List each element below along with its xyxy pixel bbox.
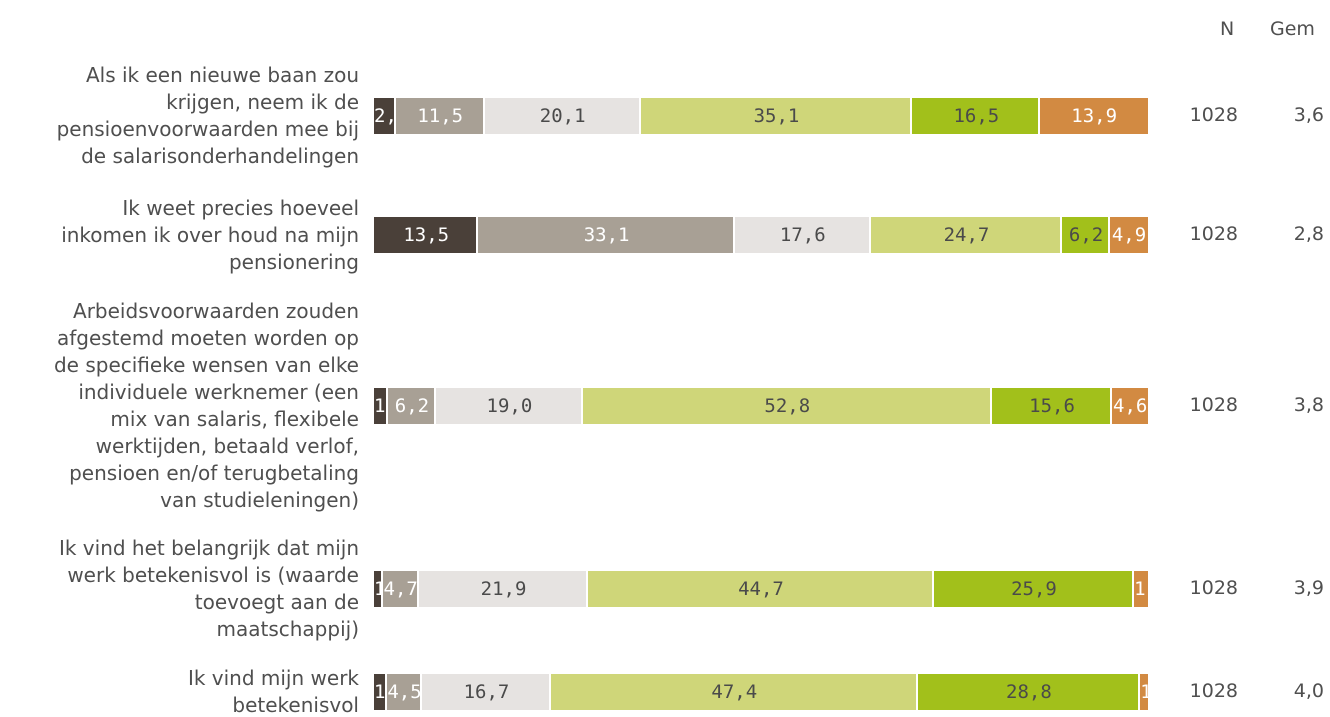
n-value: 1028	[1189, 680, 1238, 702]
row-label: Ik vind het belangrijk dat mijn werk bet…	[58, 536, 359, 641]
bar-segment	[382, 571, 419, 607]
segment-value-label: 52,8	[764, 395, 811, 417]
segment-value-label: 4,7	[383, 578, 418, 600]
column-header-mean: Gem	[1270, 18, 1315, 40]
mean-value: 2,8	[1293, 223, 1324, 245]
row-label: Als ik een nieuwe baan zou krijgen, neem…	[56, 63, 359, 168]
segment-value-label: 25,9	[1011, 578, 1057, 600]
bar-segment	[435, 388, 583, 424]
n-value: 1028	[1189, 394, 1238, 416]
segment-value-label: 13,9	[1071, 105, 1118, 127]
bar-segment	[582, 388, 992, 424]
segment-value-label: 1,1	[374, 571, 408, 607]
segment-value-label: 21,9	[480, 578, 527, 600]
row-label: Arbeidsvoorwaarden zouden afgestemd moet…	[53, 299, 359, 512]
bar-segment	[551, 674, 918, 710]
bar-segment	[418, 571, 589, 607]
bar-segment	[395, 98, 485, 134]
mean-value: 3,8	[1293, 394, 1324, 416]
column-header-n: N	[1220, 18, 1235, 40]
segment-value-label: 20,1	[539, 105, 586, 127]
bar-segment	[478, 217, 735, 253]
segment-value-label: 13,5	[403, 224, 450, 246]
segment-value-label: 35,1	[753, 105, 800, 127]
bar-segment	[387, 388, 436, 424]
bar-segment	[1134, 571, 1148, 607]
segment-value-label: 4,5	[387, 681, 422, 703]
n-value: 1028	[1189, 104, 1238, 126]
bar-segment	[870, 217, 1063, 253]
segment-value-label: 4,6	[1113, 395, 1148, 417]
segment-value-label: 1,0	[1140, 681, 1175, 703]
segment-value-label: 1,8	[1134, 578, 1169, 600]
n-value: 1028	[1189, 223, 1238, 245]
bar-segment	[991, 388, 1113, 424]
segment-value-label: 24,7	[943, 224, 990, 246]
bar-segment	[912, 98, 1041, 134]
bar-segment	[374, 571, 383, 607]
mean-value: 4,0	[1293, 680, 1324, 702]
segment-value-label: 6,2	[394, 395, 430, 417]
bar-segment	[387, 674, 422, 710]
n-value: 1028	[1189, 577, 1238, 599]
segment-value-label: 16,5	[953, 105, 1000, 127]
bar-segment	[374, 98, 396, 134]
bar-segment	[421, 674, 552, 710]
segment-value-label: 4,9	[1111, 224, 1147, 246]
segment-value-label: 1,7	[374, 674, 408, 710]
segment-value-label: 19,0	[486, 395, 533, 417]
bar-segment	[1140, 674, 1148, 710]
segment-value-label: 16,7	[463, 681, 510, 703]
segment-value-label: 11,5	[417, 105, 464, 127]
segment-value-label: 6,2	[1068, 224, 1104, 246]
bar-segment	[374, 217, 479, 253]
bar-segment	[917, 674, 1141, 710]
segment-value-label: 28,8	[1006, 681, 1052, 703]
bar-segment	[1040, 98, 1148, 134]
segment-value-label: 47,4	[711, 681, 758, 703]
bar-segment	[484, 98, 641, 134]
bar-segment	[734, 217, 871, 253]
bar-segment	[640, 98, 913, 134]
bar-segment	[1110, 217, 1148, 253]
segment-value-label: 44,7	[738, 578, 784, 600]
row-label: Ik vind mijn werk betekenisvol	[187, 666, 359, 717]
bar-segment	[588, 571, 934, 607]
segment-value-label: 15,6	[1029, 395, 1075, 417]
mean-value: 3,6	[1293, 104, 1324, 126]
bar-segment	[374, 674, 388, 710]
bar-segment	[1112, 388, 1148, 424]
row-label: Ik weet precies hoeveel inkomen ik over …	[61, 195, 359, 274]
segment-value-label: 33,1	[583, 224, 630, 246]
mean-value: 3,9	[1293, 577, 1324, 599]
bar-segment	[1062, 217, 1111, 253]
segment-value-label: 17,6	[779, 224, 826, 246]
segment-value-label: 1,8	[374, 388, 408, 424]
bar-segment	[374, 388, 388, 424]
bar-segment	[933, 571, 1135, 607]
segment-value-label: 2,8	[374, 105, 409, 127]
